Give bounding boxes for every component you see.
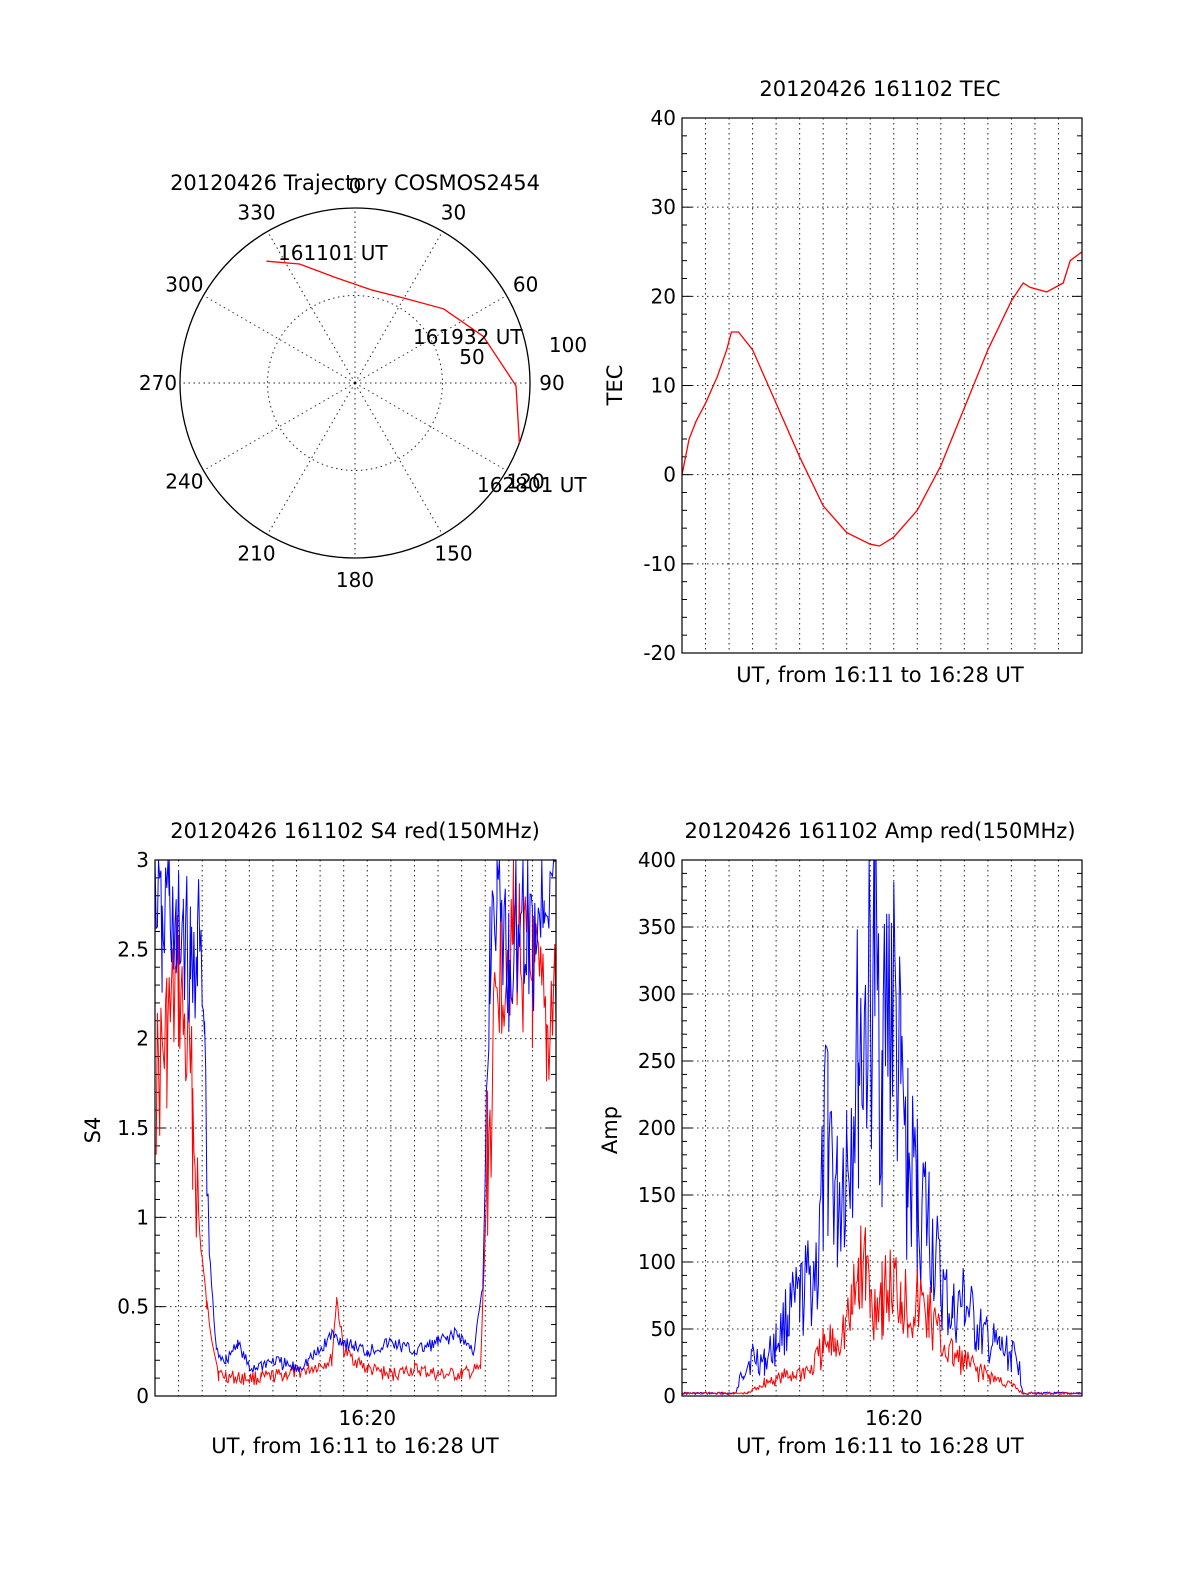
polar-spoke <box>354 382 507 471</box>
polar-spoke <box>354 295 507 384</box>
y-tick-label: 350 <box>638 915 676 939</box>
azimuth-label: 300 <box>165 273 203 297</box>
series-line <box>154 858 557 1373</box>
y-tick-label: 10 <box>651 374 676 398</box>
y-tick-label: 50 <box>651 1317 676 1341</box>
amp-ylabel: Amp <box>598 1106 622 1154</box>
azimuth-label: 330 <box>237 200 275 224</box>
polar-spoke <box>203 295 356 384</box>
y-tick-label: 40 <box>651 106 676 130</box>
y-tick-label: 300 <box>638 982 676 1006</box>
amp-title: 20120426 161102 Amp red(150MHz) <box>684 819 1075 843</box>
azimuth-label: 150 <box>434 542 472 566</box>
azimuth-label: 90 <box>539 371 564 395</box>
polar-spoke <box>203 382 356 471</box>
series-line <box>681 251 1083 547</box>
plot-frame <box>154 859 557 1397</box>
polar-spoke <box>267 231 356 384</box>
y-tick-label: -20 <box>643 641 676 665</box>
annotation-start: 161101 UT <box>278 241 388 265</box>
azimuth-label: 270 <box>139 371 177 395</box>
y-tick-label: 250 <box>638 1049 676 1073</box>
amp-panel: 20120426 161102 Amp red(150MHz) UT, from… <box>598 819 1083 1458</box>
series-line <box>154 859 557 1386</box>
y-tick-label: 3 <box>136 848 149 872</box>
polar-spoke <box>354 382 443 535</box>
y-tick-label: 0.5 <box>117 1295 149 1319</box>
plot-frame <box>681 859 1083 1397</box>
azimuth-label: 60 <box>513 273 538 297</box>
x-tick-label: 16:20 <box>338 1406 396 1430</box>
radial-label-100: 100 <box>549 333 587 357</box>
radial-label-50: 50 <box>459 345 484 369</box>
tec-title: 20120426 161102 TEC <box>759 77 1000 101</box>
y-tick-label: 100 <box>638 1250 676 1274</box>
y-tick-label: 150 <box>638 1183 676 1207</box>
polar-outer-ring <box>179 207 531 559</box>
amp-xlabel: UT, from 16:11 to 16:28 UT <box>736 1434 1024 1458</box>
annotation-end: 162801 UT <box>477 473 587 497</box>
trajectory-line <box>266 260 521 443</box>
y-tick-label: 20 <box>651 284 676 308</box>
s4-panel: 20120426 161102 S4 red(150MHz) UT, from … <box>81 819 557 1458</box>
y-tick-label: -10 <box>643 552 676 576</box>
y-tick-label: 2.5 <box>117 937 149 961</box>
s4-xlabel: UT, from 16:11 to 16:28 UT <box>211 1434 499 1458</box>
azimuth-label: 210 <box>237 542 275 566</box>
azimuth-label: 180 <box>336 568 374 592</box>
y-tick-label: 1.5 <box>117 1116 149 1140</box>
annotation-mid: 161932 UT <box>413 325 523 349</box>
y-tick-label: 400 <box>638 848 676 872</box>
x-tick-label: 16:20 <box>865 1406 923 1430</box>
tec-xlabel: UT, from 16:11 to 16:28 UT <box>736 663 1024 687</box>
y-tick-label: 1 <box>136 1205 149 1229</box>
azimuth-label: 120 <box>507 470 545 494</box>
azimuth-label: 0 <box>349 174 362 198</box>
y-tick-label: 0 <box>136 1384 149 1408</box>
y-tick-label: 2 <box>136 1027 149 1051</box>
y-tick-label: 30 <box>651 195 676 219</box>
tec-panel: 20120426 161102 TEC UT, from 16:11 to 16… <box>603 77 1083 687</box>
azimuth-label: 240 <box>165 470 203 494</box>
tec-ylabel: TEC <box>603 365 627 407</box>
plot-frame <box>681 117 1083 654</box>
azimuth-label: 30 <box>441 200 466 224</box>
series-line <box>682 859 1083 1396</box>
polar-spoke <box>354 231 443 384</box>
y-tick-label: 200 <box>638 1116 676 1140</box>
trajectory-polar-panel: 20120426 Trajectory COSMOS2454 0 30 60 90 12… <box>139 171 587 592</box>
trajectory-title: 20120426 Trajectory COSMOS2454 <box>170 171 540 195</box>
polar-ring-50 <box>267 295 443 471</box>
polar-spoke <box>267 382 356 535</box>
s4-ylabel: S4 <box>81 1117 105 1144</box>
y-tick-label: 0 <box>663 1384 676 1408</box>
series-line <box>681 1225 1083 1396</box>
y-tick-label: 0 <box>663 463 676 487</box>
s4-title: 20120426 161102 S4 red(150MHz) <box>170 819 540 843</box>
